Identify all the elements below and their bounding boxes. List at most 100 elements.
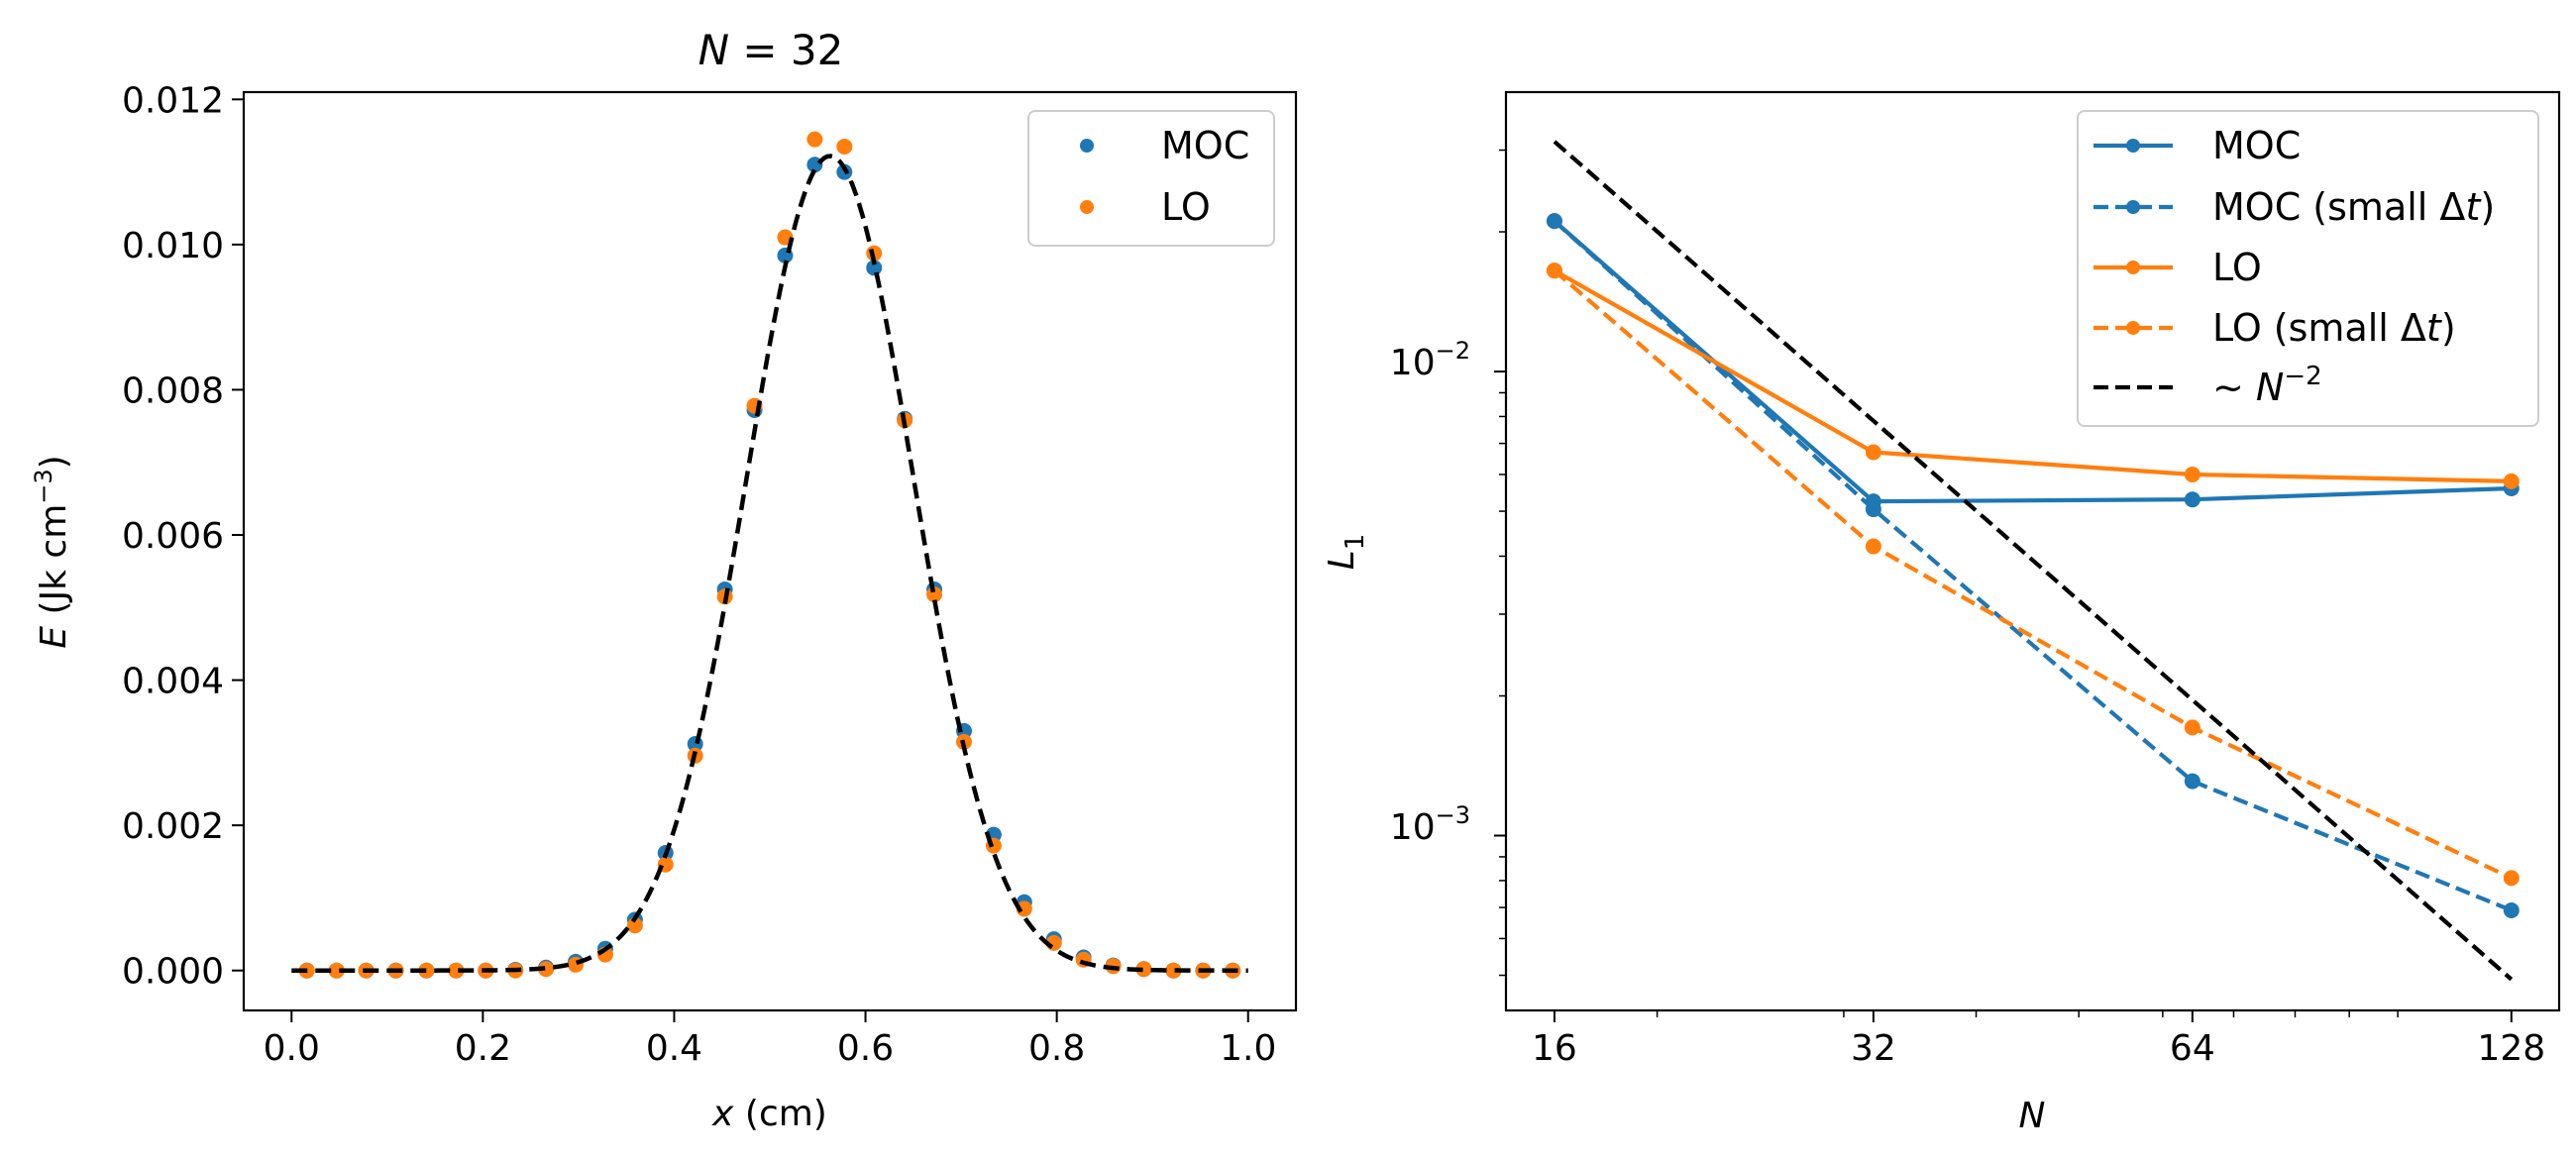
ytick-base-1: 10 xyxy=(1390,343,1436,383)
legend-moc-label: MOC xyxy=(2212,124,2301,167)
left-xtick-label: 0.8 xyxy=(1028,1028,1085,1069)
left-xlabel-symbol: x xyxy=(711,1094,734,1134)
series-point-lo-small-t xyxy=(1865,538,1881,555)
right-xtick-label: 128 xyxy=(2477,1028,2545,1069)
left-reference-curve xyxy=(291,154,1248,973)
right-ytick-label-1e-2: 10−2 xyxy=(1390,337,1470,383)
left-title-symbol: N xyxy=(698,26,729,74)
left-ylabel-unit: (Jk cm xyxy=(34,504,74,626)
left-ytick-label: 0.012 xyxy=(122,80,224,121)
left-ytick-label: 0.004 xyxy=(122,662,224,702)
left-plot-area xyxy=(291,131,1248,979)
legend-scaling-symbol: N xyxy=(2256,366,2284,409)
left-legend-moc-marker xyxy=(1080,139,1094,153)
left-point-lo xyxy=(448,962,465,979)
right-legend: MOC MOC (small Δt) LO LO (small Δt) ~ N−… xyxy=(2077,110,2539,427)
series-line-lo xyxy=(1553,268,2512,483)
left-point-lo xyxy=(806,131,823,148)
series-point-lo-small-t xyxy=(2503,870,2520,887)
left-legend-lo-label: LO xyxy=(1161,185,1211,229)
legend-moc-small-text: MOC (small Δ xyxy=(2212,185,2465,229)
left-y-ticks: 0.000 0.002 0.004 0.006 0.008 0.010 0.012 xyxy=(122,80,244,993)
series-point-moc-small-t xyxy=(1865,501,1881,518)
right-ytick-label-1e-3: 10−3 xyxy=(1390,801,1470,848)
series-point-moc-small-t xyxy=(1546,213,1562,230)
left-y-axis-label: E (Jk cm−3) xyxy=(30,455,74,648)
left-point-lo xyxy=(1165,962,1182,979)
series-point-lo xyxy=(2184,466,2200,482)
left-xtick-label: 0.4 xyxy=(646,1028,702,1069)
left-point-lo xyxy=(626,917,643,934)
left-point-lo xyxy=(418,962,435,979)
left-xtick-label: 0.0 xyxy=(264,1028,320,1069)
legend-lo-marker xyxy=(2126,261,2140,274)
left-xtick-label: 0.2 xyxy=(455,1028,511,1069)
series-point-moc xyxy=(2184,491,2200,508)
series-point-lo xyxy=(1865,444,1881,461)
right-ylabel-symbol: L xyxy=(1322,550,1362,570)
right-x-axis-label: N xyxy=(2019,1096,2046,1136)
left-ylabel-close: ) xyxy=(34,455,74,469)
series-point-moc-small-t xyxy=(2503,901,2520,918)
left-ytick-label: 0.008 xyxy=(122,370,224,411)
legend-lo-small-marker xyxy=(2126,321,2140,335)
series-point-lo-small-t xyxy=(2184,719,2200,736)
left-xlabel-unit: (cm) xyxy=(733,1094,826,1134)
left-ytick-label: 0.002 xyxy=(122,806,224,847)
right-plot-area xyxy=(1546,140,2520,982)
left-legend-lo-marker xyxy=(1080,200,1094,214)
right-xtick-label: 16 xyxy=(1532,1028,1577,1069)
left-point-lo xyxy=(538,961,555,978)
legend-lo-small-close: ) xyxy=(2441,306,2456,350)
left-point-moc xyxy=(866,260,883,276)
left-x-ticks: 0.0 0.2 0.4 0.6 0.8 1.0 xyxy=(264,1010,1276,1069)
left-point-lo xyxy=(1016,900,1032,917)
legend-moc-marker xyxy=(2126,139,2140,153)
left-x-axis-label: x (cm) xyxy=(711,1094,827,1134)
series-line-n-2 xyxy=(1553,140,2514,982)
legend-scaling-label: ~ N−2 xyxy=(2212,362,2322,409)
right-y-ticks: 10−2 10−3 xyxy=(1390,149,1506,977)
left-ylabel-exponent: −3 xyxy=(30,469,57,503)
left-xtick-label: 0.6 xyxy=(837,1028,894,1069)
right-ylabel-subscript: 1 xyxy=(1341,534,1370,551)
left-axes-frame xyxy=(242,90,1298,1012)
left-point-lo xyxy=(926,586,943,603)
left-panel: N = 32 0.0 0.2 0.4 0.6 0.8 1.0 0.0000.0020.00… xyxy=(30,26,1298,1134)
right-xtick-label: 64 xyxy=(2170,1028,2215,1069)
right-y-axis-label: L1 xyxy=(1322,534,1370,571)
series-point-lo-small-t xyxy=(1546,263,1562,279)
left-point-lo xyxy=(836,138,853,155)
legend-lo-small-text: LO (small Δ xyxy=(2212,306,2426,350)
left-chart-title: N = 32 xyxy=(698,26,844,74)
ytick-exp-2: −3 xyxy=(1436,801,1470,829)
legend-moc-small-label: MOC (small Δt) xyxy=(2212,185,2495,229)
legend-lo-label: LO xyxy=(2212,246,2262,289)
left-title-value: = 32 xyxy=(729,26,843,74)
legend-moc-small-marker xyxy=(2126,200,2140,214)
series-point-moc-small-t xyxy=(2184,773,2200,790)
legend-lo-small-t: t xyxy=(2426,306,2443,350)
left-ytick-label: 0.000 xyxy=(122,952,224,993)
legend-lo-small-label: LO (small Δt) xyxy=(2212,306,2456,350)
right-legend-box xyxy=(2077,110,2539,427)
left-legend: MOC LO xyxy=(1027,110,1275,247)
left-ytick-label: 0.006 xyxy=(122,516,224,557)
right-x-ticks: 16 32 64 128 xyxy=(1532,1010,2545,1069)
legend-scaling-exponent: −2 xyxy=(2284,362,2321,391)
ytick-exp-1: −2 xyxy=(1436,337,1470,365)
left-ytick-label: 0.010 xyxy=(122,226,224,266)
left-legend-moc-label: MOC xyxy=(1161,124,1249,167)
ytick-base-2: 10 xyxy=(1390,807,1436,848)
legend-scaling-tilde: ~ xyxy=(2212,366,2256,409)
series-line-lo-small-t xyxy=(1553,268,2513,881)
series-point-lo xyxy=(2503,473,2520,489)
left-xtick-label: 1.0 xyxy=(1220,1028,1276,1069)
legend-moc-small-t: t xyxy=(2465,185,2482,229)
left-point-lo xyxy=(1135,961,1152,978)
left-point-lo xyxy=(328,962,345,979)
left-ylabel-symbol: E xyxy=(34,626,74,649)
series-line-moc-small-t xyxy=(1553,219,2513,912)
right-axes-frame xyxy=(1504,90,2561,1012)
